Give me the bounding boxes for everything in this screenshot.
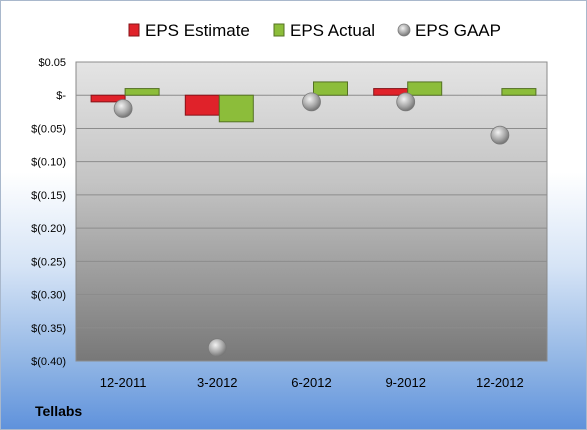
x-tick-label: 12-2011 — [100, 375, 147, 390]
legend-swatch — [273, 23, 285, 37]
legend: EPS Estimate EPS Actual EPS GAAP — [128, 21, 501, 40]
eps-actual-bar — [501, 88, 537, 96]
y-tick-label: $(0.05) — [31, 123, 66, 135]
y-tick-label: $(0.35) — [31, 323, 66, 335]
y-tick-label: $(0.30) — [31, 290, 66, 302]
y-tick-label: $- — [56, 90, 66, 102]
legend-swatch — [128, 23, 140, 37]
y-tick-label: $(0.25) — [31, 256, 66, 268]
y-tick-label: $0.05 — [38, 57, 66, 69]
legend-label: EPS Actual — [290, 21, 375, 40]
eps-gaap-marker — [490, 125, 510, 145]
x-tick-label: 6-2012 — [291, 375, 331, 390]
plot-area — [75, 61, 548, 362]
eps-actual-bar — [124, 88, 160, 96]
x-tick-label: 3-2012 — [197, 375, 237, 390]
legend-label: EPS Estimate — [145, 21, 250, 40]
eps-actual-bar — [313, 81, 348, 96]
eps-actual-bar — [218, 94, 254, 123]
x-tick-label: 9-2012 — [385, 375, 425, 390]
x-axis-ticks: 12-2011 3-2012 6-2012 9-2012 12-2012 — [100, 375, 524, 390]
eps-estimate-bar — [90, 94, 126, 103]
bars — [90, 81, 537, 123]
eps-gaap-marker — [396, 92, 416, 112]
eps-estimate-bar — [184, 94, 220, 116]
y-tick-label: $(0.40) — [31, 356, 66, 368]
legend-label: EPS GAAP — [415, 21, 501, 40]
eps-gaap-marker — [113, 99, 133, 118]
eps-gaap-marker — [207, 338, 227, 358]
x-tick-label: 12-2012 — [476, 375, 524, 390]
y-tick-label: $(0.20) — [31, 223, 66, 235]
y-tick-label: $(0.10) — [31, 157, 66, 169]
y-tick-label: $(0.15) — [31, 190, 66, 202]
eps-gaap-marker — [302, 92, 321, 112]
gaap-markers — [113, 92, 510, 358]
eps-actual-bar — [407, 81, 443, 96]
company-label: Tellabs — [35, 403, 83, 419]
y-axis-ticks: $0.05 $- $(0.05) $(0.10) $(0.15) $(0.20) $(0.2… — [31, 57, 66, 368]
legend-swatch — [397, 23, 411, 37]
